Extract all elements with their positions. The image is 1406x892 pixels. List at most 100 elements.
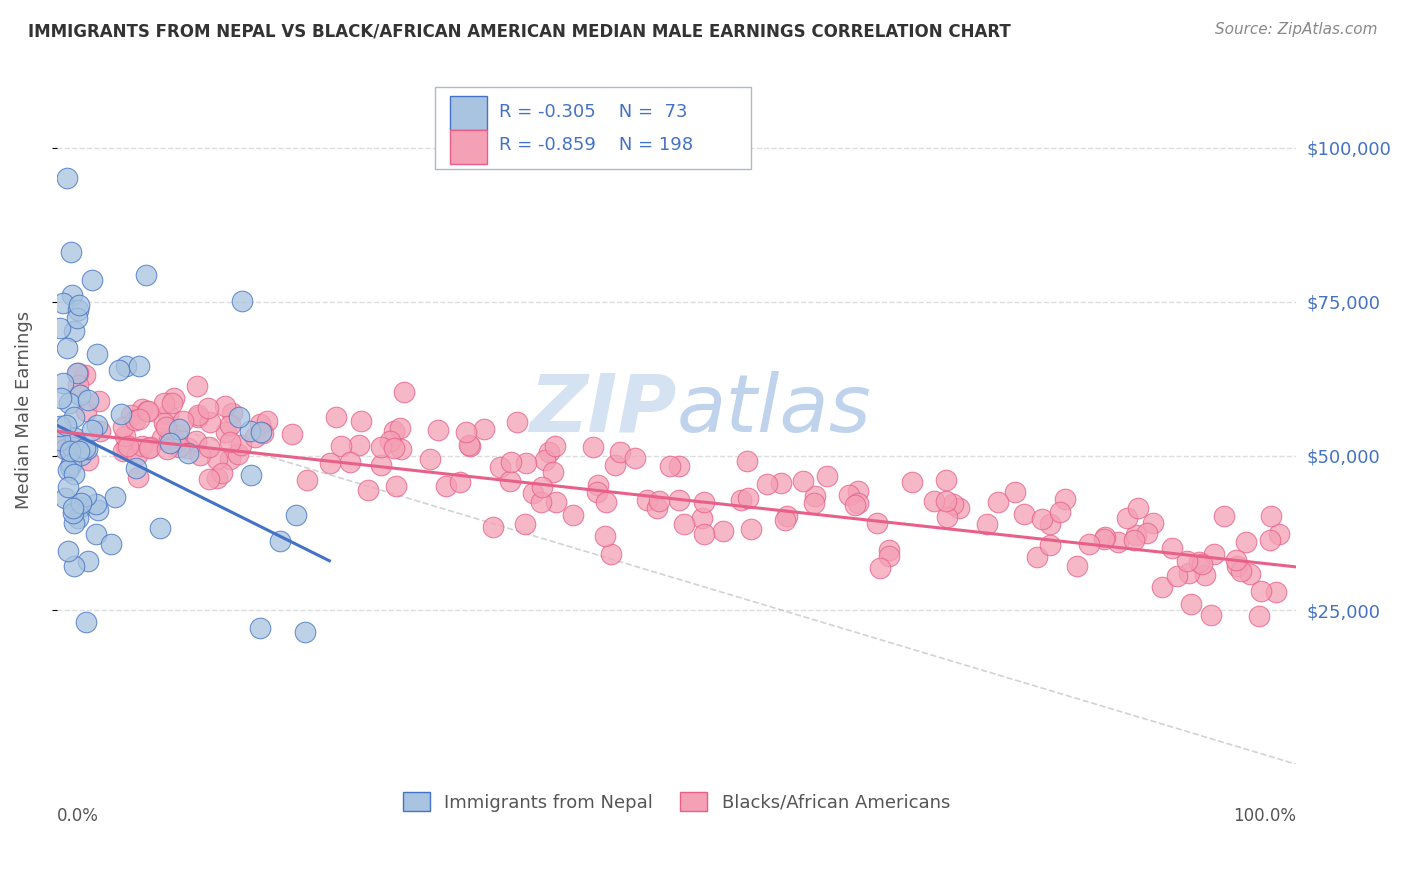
Point	[544, 495, 567, 509]
Point	[330, 439, 353, 453]
Point	[1230, 565, 1253, 579]
Point	[869, 561, 891, 575]
Point	[586, 477, 609, 491]
Point	[513, 517, 536, 532]
Point	[214, 399, 236, 413]
Point	[357, 483, 380, 498]
Point	[87, 393, 110, 408]
Point	[948, 500, 970, 515]
Point	[1142, 516, 1164, 530]
Point	[792, 474, 814, 488]
Point	[66, 435, 89, 450]
Point	[207, 471, 229, 485]
Point	[1175, 554, 1198, 568]
Point	[1260, 509, 1282, 524]
Point	[1166, 569, 1188, 583]
Point	[506, 415, 529, 429]
Point	[62, 506, 84, 520]
Point	[114, 428, 136, 442]
Point	[668, 459, 690, 474]
Text: atlas: atlas	[676, 371, 872, 449]
Text: 0.0%: 0.0%	[56, 807, 98, 825]
Point	[218, 418, 240, 433]
Point	[60, 287, 83, 301]
Point	[159, 436, 181, 450]
Point	[67, 298, 90, 312]
Point	[66, 310, 89, 325]
Point	[55, 417, 77, 432]
Point	[59, 459, 82, 474]
Point	[294, 624, 316, 639]
Point	[75, 489, 97, 503]
Point	[1204, 547, 1226, 561]
Point	[562, 508, 585, 522]
Legend: Immigrants from Nepal, Blacks/African Americans: Immigrants from Nepal, Blacks/African Am…	[395, 785, 957, 819]
Point	[593, 529, 616, 543]
Point	[200, 415, 222, 429]
Point	[737, 491, 759, 505]
Y-axis label: Median Male Earnings: Median Male Earnings	[15, 310, 32, 508]
Point	[82, 273, 104, 287]
Point	[541, 465, 564, 479]
Point	[737, 454, 759, 468]
Point	[1004, 484, 1026, 499]
Point	[645, 501, 668, 516]
Point	[165, 435, 187, 450]
Point	[52, 296, 75, 310]
Point	[1225, 553, 1247, 567]
Point	[866, 516, 889, 530]
Point	[846, 483, 869, 498]
Point	[231, 293, 253, 308]
Point	[63, 431, 86, 445]
Point	[389, 421, 412, 435]
Point	[228, 409, 250, 424]
Point	[75, 404, 97, 418]
Point	[319, 456, 342, 470]
Point	[84, 527, 107, 541]
Point	[531, 480, 554, 494]
Point	[198, 472, 221, 486]
Point	[269, 533, 291, 548]
Point	[586, 484, 609, 499]
Point	[1014, 507, 1036, 521]
Point	[1180, 597, 1202, 611]
Point	[70, 448, 93, 462]
Point	[163, 391, 186, 405]
Point	[197, 441, 219, 455]
Point	[128, 411, 150, 425]
Point	[1107, 534, 1129, 549]
Point	[472, 422, 495, 436]
Point	[1116, 511, 1139, 525]
Point	[226, 447, 249, 461]
Point	[449, 475, 471, 489]
Point	[76, 554, 98, 568]
Point	[186, 379, 208, 393]
Point	[482, 520, 505, 534]
Text: IMMIGRANTS FROM NEPAL VS BLACK/AFRICAN AMERICAN MEDIAN MALE EARNINGS CORRELATION: IMMIGRANTS FROM NEPAL VS BLACK/AFRICAN A…	[28, 22, 1011, 40]
Point	[138, 441, 160, 455]
Point	[239, 467, 262, 482]
Point	[901, 475, 924, 489]
Point	[600, 547, 623, 561]
Point	[172, 414, 194, 428]
Point	[62, 325, 84, 339]
Point	[419, 451, 441, 466]
Point	[530, 495, 553, 509]
Point	[281, 427, 304, 442]
Point	[776, 508, 799, 523]
Point	[285, 508, 308, 522]
Point	[522, 486, 544, 500]
Point	[1094, 530, 1116, 544]
Point	[711, 524, 734, 538]
Point	[80, 423, 103, 437]
Point	[157, 434, 180, 448]
Point	[70, 495, 93, 509]
Point	[877, 543, 900, 558]
Point	[936, 509, 959, 524]
Point	[1039, 516, 1062, 531]
Point	[769, 476, 792, 491]
Point	[636, 493, 658, 508]
Point	[1078, 537, 1101, 551]
Point	[67, 303, 90, 318]
Point	[987, 495, 1010, 509]
